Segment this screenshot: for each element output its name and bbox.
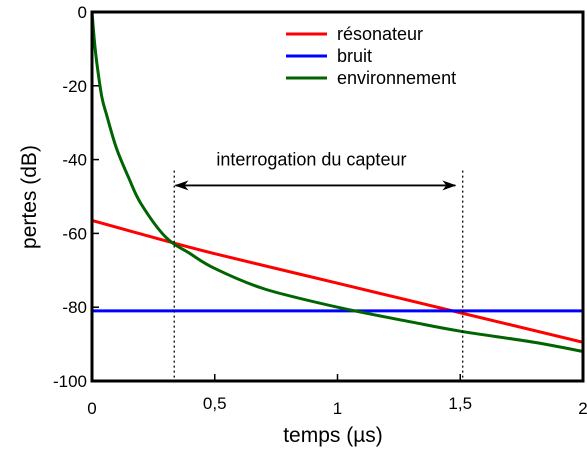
- legend-label: environnement: [337, 68, 456, 88]
- x-tick-label: 1,5: [448, 394, 472, 413]
- y-axis-label: pertes (dB): [18, 145, 41, 249]
- y-tick-label: -40: [62, 151, 87, 170]
- annotation-layer: interrogation du capteur: [173, 149, 464, 381]
- y-tick-label: -80: [62, 298, 87, 317]
- x-tick-label: 0,5: [203, 394, 227, 413]
- x-ticks: 0 0,5 1 1,5 2: [87, 374, 587, 418]
- y-tick-label: 0: [78, 3, 87, 22]
- legend-label: bruit: [337, 46, 372, 66]
- annotation-label: interrogation du capteur: [216, 149, 406, 169]
- x-tick-label: 1: [333, 399, 342, 418]
- series-line-2: [92, 12, 583, 353]
- y-tick-label: -60: [62, 224, 87, 243]
- x-axis-label: temps (µs): [283, 424, 383, 447]
- x-tick-label: 0: [87, 399, 96, 418]
- legend-label: résonateur: [337, 24, 423, 44]
- series-line-0: [92, 219, 583, 344]
- y-tick-label: -100: [53, 372, 87, 391]
- y-ticks: 0 -20 -40 -60 -80 -100: [53, 3, 99, 391]
- y-tick-label: -20: [62, 77, 87, 96]
- x-tick-label: 2: [578, 399, 587, 418]
